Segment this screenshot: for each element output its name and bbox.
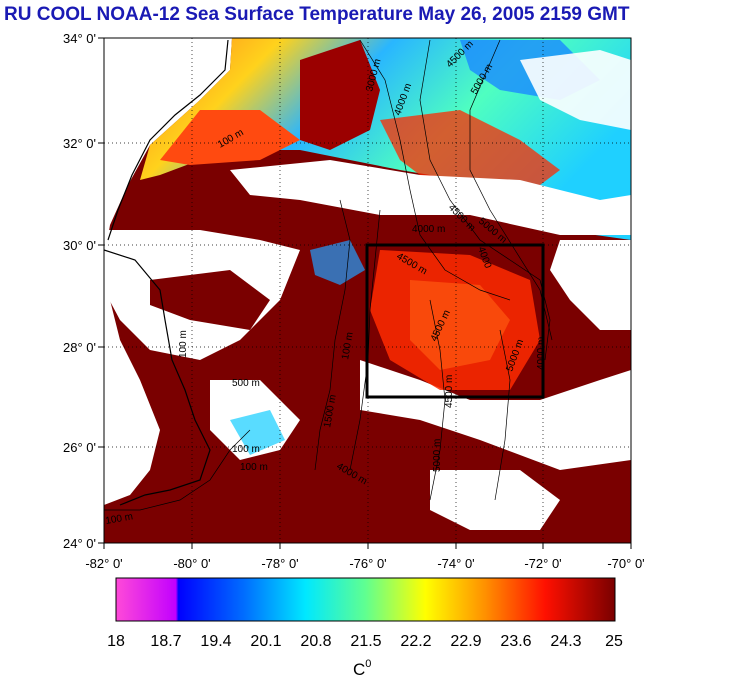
map-title: RU COOL NOAA-12 Sea Surface Temperature … [4, 4, 630, 25]
unit-letter: C [353, 660, 365, 679]
colorbar-gradient [115, 577, 616, 622]
colorbar-tick-label: 18 [107, 633, 125, 650]
lat-label: 30° 0' [63, 238, 96, 253]
colorbar-tick-label: 22.2 [400, 633, 431, 650]
contour-label: 100 m [240, 462, 268, 473]
colorbar-tick-label: 18.7 [150, 633, 181, 650]
tick-marks [98, 37, 632, 549]
contour-label: 4000 m [412, 224, 445, 235]
colorbar-tick-label: 21.5 [350, 633, 381, 650]
lat-label: 24° 0' [63, 536, 96, 551]
lat-label: 28° 0' [63, 340, 96, 355]
contour-label: 100 m [340, 331, 356, 360]
longitude-labels: -82° 0' -80° 0' -78° 0' -76° 0' -74° 0' … [85, 556, 644, 571]
lon-label: -70° 0' [607, 556, 644, 571]
lon-label: -82° 0' [85, 556, 122, 571]
unit-superscript: 0 [365, 658, 371, 670]
colorbar-tick-label: 25 [605, 633, 623, 650]
lat-label: 26° 0' [63, 440, 96, 455]
lon-label: -76° 0' [349, 556, 386, 571]
lon-label: -74° 0' [437, 556, 474, 571]
contour-label: 100 m [178, 330, 189, 358]
contour-label: 5000 m [432, 439, 443, 472]
colorbar-tick-label: 22.9 [450, 633, 481, 650]
colorbar-tick-label: 24.3 [550, 633, 581, 650]
colorbar-tick-label: 20.1 [250, 633, 281, 650]
lon-label: -72° 0' [524, 556, 561, 571]
study-box [365, 243, 545, 399]
colorbar-unit: C0 [353, 658, 371, 679]
lat-label: 32° 0' [63, 136, 96, 151]
lon-label: -80° 0' [173, 556, 210, 571]
lat-label: 34° 0' [63, 31, 96, 46]
contour-label: 100 m [232, 444, 260, 455]
lon-label: -78° 0' [261, 556, 298, 571]
colorbar-tick-label: 20.8 [300, 633, 331, 650]
colorbar-tick-label: 19.4 [200, 633, 231, 650]
contour-label: 4500 m [444, 375, 455, 408]
contour-label: 100 m [105, 511, 134, 527]
colorbar-tick-label: 23.6 [500, 633, 531, 650]
latitude-labels: 34° 0' 32° 0' 30° 0' 28° 0' 26° 0' 24° 0… [63, 31, 96, 551]
contour-label: 500 m [232, 378, 260, 389]
colorbar: 18 18.7 19.4 20.1 20.8 21.5 22.2 22.9 23… [107, 577, 623, 679]
